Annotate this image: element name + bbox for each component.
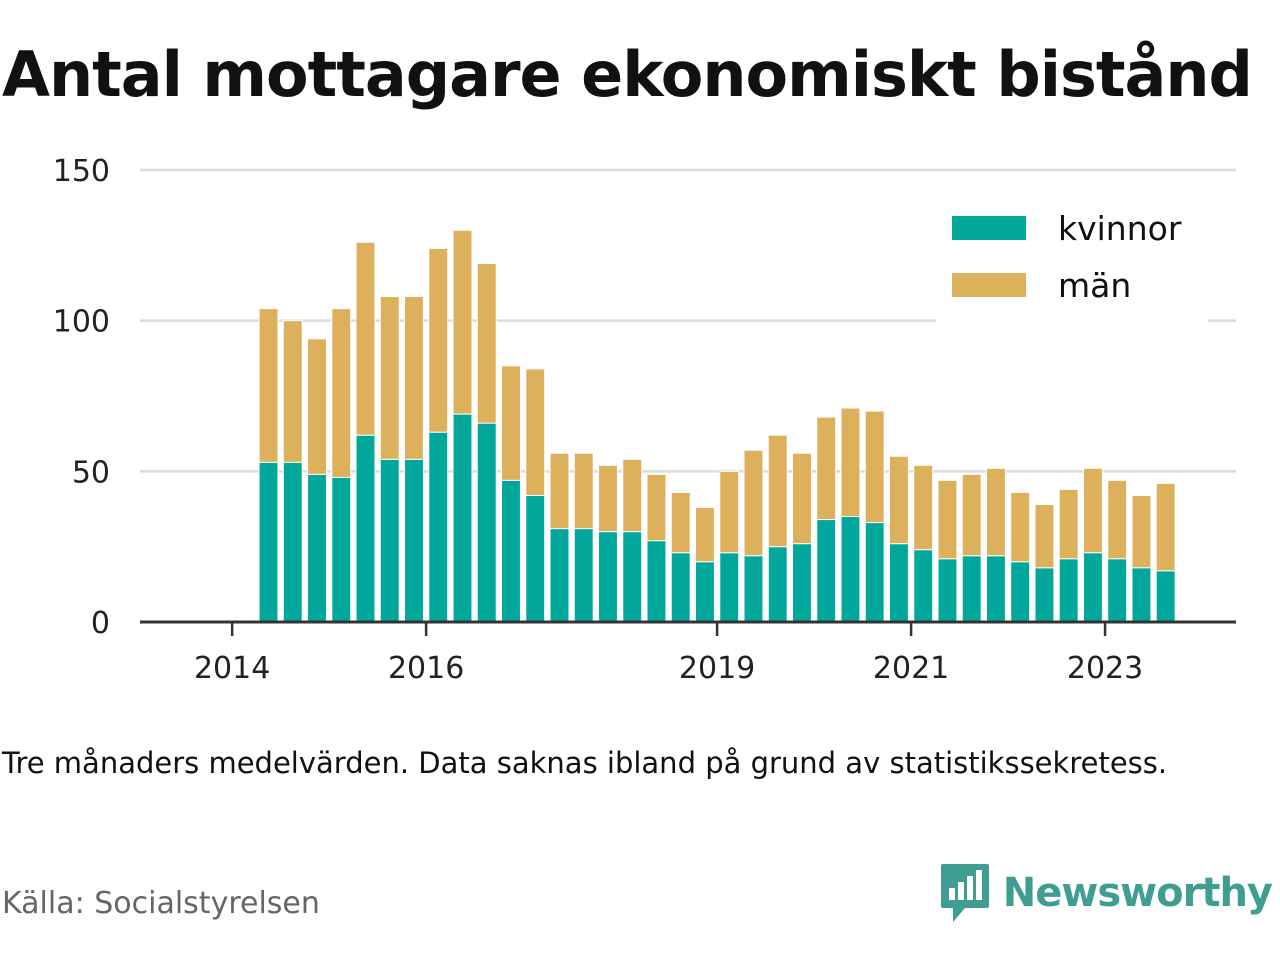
bar-kvinnor-21 [767, 546, 788, 623]
bar-män-0 [258, 308, 279, 463]
bar-män-15 [622, 458, 643, 533]
bar-kvinnor-15 [622, 531, 643, 623]
bar-män-9 [476, 262, 497, 424]
bar-män-13 [573, 452, 594, 530]
bar-kvinnor-34 [1082, 552, 1103, 623]
bar-män-37 [1155, 482, 1176, 572]
source-label: Källa: Socialstyrelsen [2, 886, 320, 921]
bar-män-19 [719, 470, 740, 554]
bar-män-6 [404, 296, 424, 460]
bar-män-29 [961, 473, 982, 557]
legend-label-kvinnor: kvinnor [1058, 209, 1182, 248]
bar-kvinnor-33 [1058, 558, 1079, 623]
bar-män-14 [598, 464, 618, 533]
bar-män-20 [743, 449, 764, 557]
bar-män-16 [646, 473, 667, 542]
bar-män-27 [913, 464, 934, 551]
x-tick-label: 2014 [194, 651, 270, 686]
bar-kvinnor-23 [816, 519, 837, 623]
legend: kvinnor män [936, 198, 1208, 322]
bar-kvinnor-2 [307, 473, 327, 623]
bar-kvinnor-30 [985, 555, 1006, 623]
bar-kvinnor-8 [452, 413, 473, 623]
bar-män-21 [767, 434, 788, 548]
newsworthy-logo-icon [940, 864, 989, 922]
bar-kvinnor-36 [1131, 567, 1152, 623]
x-tick-label: 2016 [388, 651, 464, 686]
bar-män-5 [379, 296, 400, 460]
bar-kvinnor-24 [840, 516, 861, 623]
brand-name: Newsworthy [1002, 870, 1273, 916]
bar-kvinnor-16 [646, 540, 667, 623]
bar-män-36 [1131, 494, 1152, 569]
bar-kvinnor-28 [937, 558, 958, 623]
bar-män-3 [331, 308, 352, 478]
bar-kvinnor-10 [501, 479, 521, 623]
bar-kvinnor-29 [961, 555, 982, 623]
bar-kvinnor-3 [331, 476, 352, 623]
bar-kvinnor-22 [792, 543, 812, 623]
bar-män-8 [452, 229, 473, 415]
bar-män-4 [355, 241, 376, 436]
bar-män-25 [864, 410, 885, 524]
chart-title: Antal mottagare ekonomiskt bistånd [2, 38, 1253, 111]
x-axis: 2014 2016 2019 2021 2023 [140, 620, 1236, 686]
x-tick-label: 2021 [873, 651, 949, 686]
x-tick-label: 2023 [1067, 651, 1143, 686]
bar-kvinnor-17 [670, 552, 691, 623]
bar-kvinnor-20 [743, 555, 764, 623]
bar-kvinnor-31 [1010, 561, 1031, 623]
bar-män-34 [1082, 467, 1103, 554]
bar-män-11 [525, 368, 546, 496]
bar-kvinnor-13 [573, 528, 594, 623]
bar-kvinnor-12 [549, 528, 570, 623]
bar-kvinnor-35 [1107, 558, 1128, 623]
bar-män-28 [937, 479, 958, 560]
legend-label-män: män [1058, 266, 1131, 305]
y-tick-label: 50 [72, 455, 110, 490]
bar-män-12 [549, 452, 570, 530]
bar-kvinnor-18 [695, 561, 715, 623]
bar-kvinnor-7 [428, 431, 449, 623]
bar-kvinnor-32 [1034, 567, 1055, 623]
bar-män-22 [792, 452, 812, 545]
stacked-bar-chart: 0 50 100 150 2014 2016 2019 2021 2023 kvinnor mä… [53, 154, 1236, 686]
bar-kvinnor-1 [282, 461, 303, 623]
bar-män-7 [428, 247, 449, 433]
bar-män-17 [670, 491, 691, 554]
y-axis-ticks: 0 50 100 150 [53, 154, 110, 641]
legend-swatch-kvinnor [952, 216, 1026, 240]
bar-män-10 [501, 365, 521, 481]
y-tick-label: 0 [91, 606, 110, 641]
brand[interactable]: Newsworthy [939, 862, 1273, 924]
bar-män-30 [985, 467, 1006, 557]
y-tick-label: 100 [53, 305, 110, 340]
bar-kvinnor-0 [258, 461, 279, 623]
bar-kvinnor-25 [864, 522, 885, 623]
chart-note: Tre månaders medelvärden. Data saknas ib… [2, 746, 1168, 780]
bar-kvinnor-5 [379, 458, 400, 623]
bar-kvinnor-26 [888, 543, 909, 623]
y-tick-label: 150 [53, 154, 110, 189]
x-tick-label: 2019 [679, 651, 755, 686]
bar-män-26 [888, 455, 909, 545]
bar-män-33 [1058, 488, 1079, 560]
bar-kvinnor-9 [476, 422, 497, 623]
bar-kvinnor-37 [1155, 570, 1176, 623]
bar-män-18 [695, 506, 715, 563]
bar-män-31 [1010, 491, 1031, 563]
bar-män-35 [1107, 479, 1128, 560]
legend-swatch-män [952, 273, 1026, 297]
bar-kvinnor-27 [913, 549, 934, 623]
bar-män-32 [1034, 503, 1055, 569]
bar-män-1 [282, 320, 303, 463]
bar-kvinnor-6 [404, 458, 424, 623]
bar-kvinnor-14 [598, 531, 618, 623]
bar-män-23 [816, 416, 837, 521]
bar-män-24 [840, 407, 861, 518]
bar-män-2 [307, 338, 327, 475]
bar-kvinnor-4 [355, 434, 376, 623]
bar-kvinnor-19 [719, 552, 740, 623]
bar-kvinnor-11 [525, 494, 546, 623]
